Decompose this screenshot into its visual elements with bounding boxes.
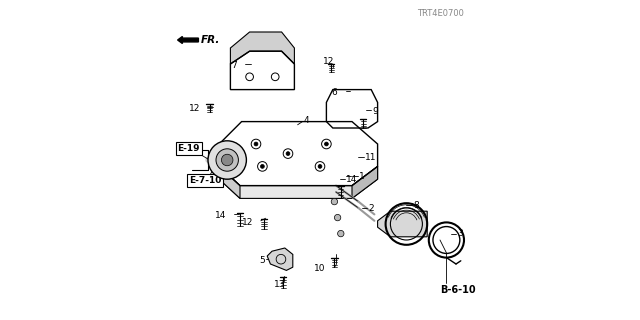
Circle shape bbox=[338, 230, 344, 237]
Text: 13: 13 bbox=[275, 280, 285, 289]
Text: 8: 8 bbox=[414, 201, 419, 210]
Polygon shape bbox=[268, 248, 292, 270]
Text: 11: 11 bbox=[365, 153, 376, 162]
Text: 4: 4 bbox=[303, 116, 309, 125]
Text: 12: 12 bbox=[243, 218, 253, 227]
Circle shape bbox=[254, 142, 258, 146]
Text: 2: 2 bbox=[369, 204, 374, 213]
Polygon shape bbox=[219, 166, 378, 198]
Text: 14: 14 bbox=[215, 211, 227, 220]
Text: 10: 10 bbox=[314, 264, 326, 273]
Text: FR.: FR. bbox=[201, 35, 220, 45]
Text: E-19: E-19 bbox=[178, 144, 200, 153]
Text: 14: 14 bbox=[346, 175, 357, 184]
FancyArrow shape bbox=[178, 36, 198, 44]
Text: 9: 9 bbox=[372, 107, 378, 116]
Circle shape bbox=[332, 198, 338, 205]
Text: TRT4E0700: TRT4E0700 bbox=[417, 9, 464, 18]
Polygon shape bbox=[230, 32, 294, 64]
Text: 12: 12 bbox=[323, 57, 335, 66]
Text: B-6-10: B-6-10 bbox=[440, 284, 476, 295]
Circle shape bbox=[216, 149, 238, 171]
Circle shape bbox=[208, 141, 246, 179]
Circle shape bbox=[221, 154, 233, 166]
Circle shape bbox=[335, 214, 341, 221]
Text: 1: 1 bbox=[359, 172, 365, 180]
Text: 6: 6 bbox=[332, 88, 337, 97]
Circle shape bbox=[318, 164, 322, 168]
Text: 7: 7 bbox=[232, 61, 237, 70]
Circle shape bbox=[286, 152, 290, 156]
Text: E-7-10: E-7-10 bbox=[189, 176, 221, 185]
Polygon shape bbox=[219, 166, 240, 198]
Circle shape bbox=[324, 142, 328, 146]
Text: 12: 12 bbox=[189, 104, 200, 113]
Polygon shape bbox=[378, 211, 428, 237]
Text: 3: 3 bbox=[457, 229, 463, 238]
Circle shape bbox=[260, 164, 264, 168]
Polygon shape bbox=[352, 166, 378, 198]
Text: 5: 5 bbox=[259, 256, 265, 265]
